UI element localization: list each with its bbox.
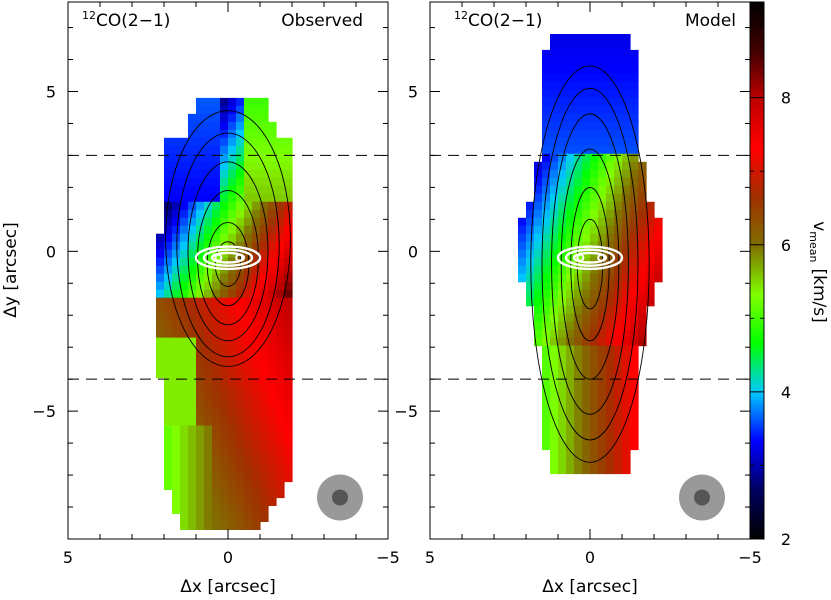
observed-panel: 5 0 −550−5 12CO(2−1) Observed Δx [arcsec] … xyxy=(1,1,400,597)
contour-2 xyxy=(187,161,269,342)
contour-3 xyxy=(560,148,620,380)
y-tick-label-2: −5 xyxy=(394,402,418,421)
observed-line-label-main: CO(2−1) xyxy=(96,11,170,31)
white-contour-2 xyxy=(210,251,246,264)
model-velocity-map xyxy=(518,34,663,475)
white-peak-1 xyxy=(235,253,244,262)
colorbar-label-sub: mean xyxy=(807,231,820,262)
model-corner-label: Model xyxy=(685,11,736,31)
white-contour-1 xyxy=(202,248,254,267)
colorbar-ticks: 8 6 4 2 xyxy=(750,23,791,549)
white-peak-0 xyxy=(214,253,223,262)
model-ticks: 5 0 −5 5 0 −5 xyxy=(394,2,762,567)
x-tick-label-2: −5 xyxy=(738,548,762,567)
x-tick-label-1: 0 xyxy=(585,548,595,567)
contour-1 xyxy=(176,132,280,358)
observed-ylabel: Δy [arcsec] xyxy=(1,222,21,317)
observed-beam xyxy=(317,474,363,521)
model-beam xyxy=(679,474,725,521)
model-contours xyxy=(530,65,650,463)
white-contour-2 xyxy=(572,251,608,264)
observed-corner-label: Observed xyxy=(281,11,363,31)
colorbar-tick-label-0: 8 xyxy=(781,89,791,108)
colorbar-tick-label-1: 6 xyxy=(781,236,791,255)
observed-velocity-map xyxy=(156,97,293,530)
colorbar-label-main: v xyxy=(809,221,829,231)
observed-line-label-sup: 12 xyxy=(82,9,96,22)
colorbar: 8 6 4 2 vmean [km/s] xyxy=(749,1,829,549)
model-line-label-sup: 12 xyxy=(454,9,468,22)
x-tick-label-2: −5 xyxy=(376,548,400,567)
contour-3 xyxy=(197,190,259,326)
colorbar-tick-label-3: 2 xyxy=(781,530,791,549)
model-xlabel: Δx [arcsec] xyxy=(542,577,637,597)
y-tick-label-1: 0 xyxy=(408,242,418,261)
model-panel: 5 0 −5 5 0 −5 12CO(2−1) Model Δx [arcsec] xyxy=(394,1,762,597)
y-tick-label-2: −5 xyxy=(32,402,56,421)
white-contour-0 xyxy=(194,245,262,271)
observed-contours xyxy=(165,110,291,367)
x-tick-label-0: 5 xyxy=(425,548,435,567)
observed-xlabel: Δx [arcsec] xyxy=(180,577,275,597)
beam-inner xyxy=(694,489,710,506)
y-tick-label-0: 5 xyxy=(408,83,418,102)
observed-line-label: 12CO(2−1) xyxy=(82,9,170,31)
white-contour-1 xyxy=(564,248,616,267)
white-contour-0 xyxy=(556,245,624,271)
contour-0 xyxy=(165,110,291,367)
contour-4 xyxy=(206,222,250,307)
white-peak-0 xyxy=(576,253,585,262)
colorbar-fill xyxy=(749,1,765,540)
y-tick-label-0: 5 xyxy=(46,83,56,102)
colorbar-label: vmean [km/s] xyxy=(807,221,829,323)
observed-ticks: 5 0 −5 5 0 −5 xyxy=(32,2,400,567)
model-line-label: 12CO(2−1) xyxy=(454,9,542,31)
contour-2 xyxy=(551,113,629,415)
x-tick-label-0: 5 xyxy=(63,548,73,567)
contour-1 xyxy=(541,87,639,441)
y-tick-label-1: 0 xyxy=(46,242,56,261)
colorbar-tick-label-2: 4 xyxy=(781,383,791,402)
contour-4 xyxy=(570,186,610,342)
colorbar-label-units: [km/s] xyxy=(809,269,829,323)
contour-0 xyxy=(530,65,650,463)
x-tick-label-1: 0 xyxy=(223,548,233,567)
white-peak-1 xyxy=(597,253,606,262)
beam-inner xyxy=(332,489,348,506)
model-line-label-main: CO(2−1) xyxy=(468,11,542,31)
